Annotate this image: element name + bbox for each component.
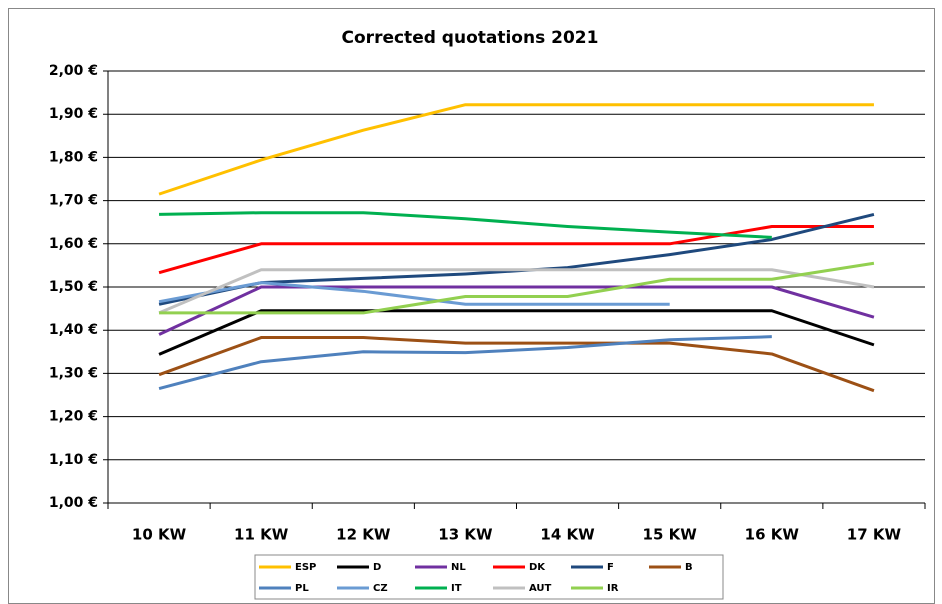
x-tick-label: 12 KW	[336, 526, 391, 544]
x-tick-label: 11 KW	[234, 526, 289, 544]
legend-label: AUT	[529, 583, 552, 594]
x-tick-label: 14 KW	[540, 526, 595, 544]
x-tick-label: 13 KW	[438, 526, 493, 544]
legend-box	[255, 555, 723, 599]
y-tick-label: 1,30 €	[49, 365, 98, 381]
y-tick-label: 2,00 €	[49, 63, 98, 79]
legend-label: ESP	[295, 562, 316, 573]
y-tick-label: 1,10 €	[49, 452, 98, 468]
y-tick-label: 1,60 €	[49, 236, 98, 252]
y-tick-label: 1,00 €	[49, 495, 98, 511]
y-tick-label: 1,90 €	[49, 106, 98, 122]
chart-frame	[9, 9, 935, 604]
legend-label: PL	[295, 583, 309, 594]
x-tick-label: 15 KW	[643, 526, 698, 544]
legend-label: B	[685, 562, 693, 573]
legend-label: IR	[607, 583, 619, 594]
y-tick-label: 1,70 €	[49, 193, 98, 209]
chart: Corrected quotations 2021 1,00 € 1,10 € 1,…	[0, 0, 942, 604]
y-tick-label: 1,80 €	[49, 149, 98, 165]
x-tick-label: 10 KW	[132, 526, 187, 544]
legend-label: DK	[529, 562, 546, 573]
legend-label: D	[373, 562, 381, 573]
y-tick-label: 1,50 €	[49, 279, 98, 295]
legend-label: CZ	[373, 583, 388, 594]
chart-title: Corrected quotations 2021	[342, 28, 599, 48]
legend-label: NL	[451, 562, 466, 573]
y-tick-label: 1,40 €	[49, 322, 98, 338]
legend-label: IT	[451, 583, 462, 594]
x-tick-label: 17 KW	[847, 526, 902, 544]
y-tick-label: 1,20 €	[49, 409, 98, 425]
x-tick-label: 16 KW	[745, 526, 800, 544]
legend-label: F	[607, 562, 614, 573]
